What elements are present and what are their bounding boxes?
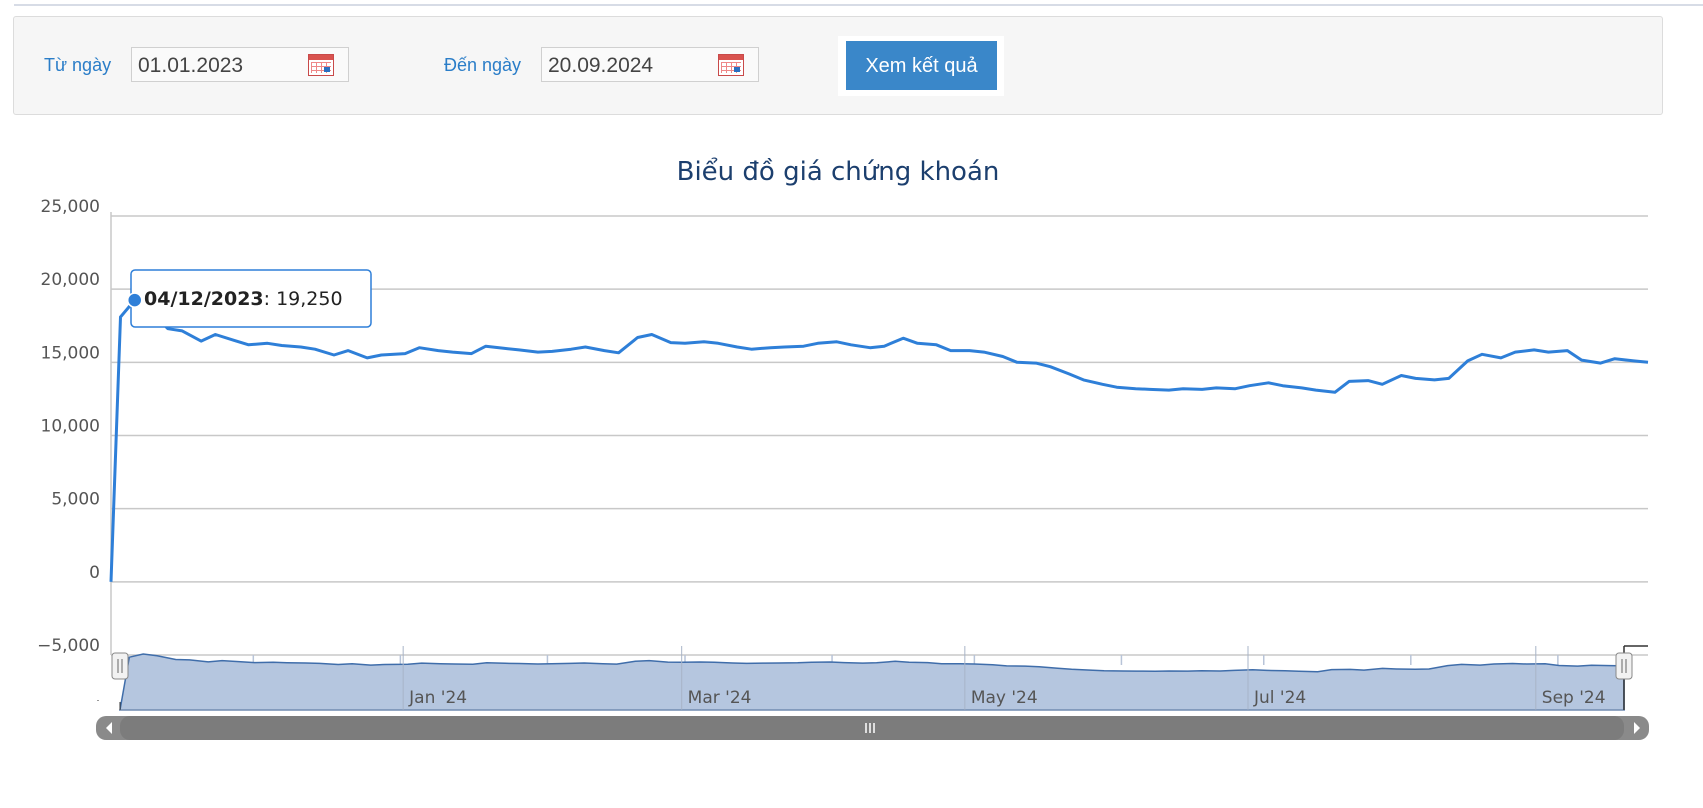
series-group [109,298,1649,582]
from-date-label: Từ ngày [44,55,112,75]
navigator-right-handle [1615,652,1633,680]
calendar-icon[interactable] [718,54,744,76]
navigator-left-handle [111,652,129,680]
price-line [109,298,1649,582]
navigator[interactable]: Jan '24 Mar '24 May '24 Jul '24 Sep '24 [96,645,1649,740]
y-tick-label: 10,000 [41,417,100,437]
scroll-left-icon [106,722,112,734]
hover-point [126,292,143,308]
navigator-series-area [119,653,1625,711]
from-date-value: 01.01.2023 [138,54,244,77]
y-axis: 25,000 20,000 15,000 10,000 5,000 0 −5,000 [37,197,112,656]
to-date-label: Đến ngày [444,55,522,75]
y-tick-label: 15,000 [41,343,100,363]
chart-title: Biểu đồ giá chứng khoán [677,156,1000,187]
navigator-label: Jul '24 [1253,688,1306,708]
y-tick-label: 0 [89,563,100,583]
y-tick-label: 20,000 [41,270,100,290]
navigator-left-outline [97,700,121,710]
scrollbar-thumb [120,716,1624,740]
top-divider [14,4,1703,6]
stock-price-chart: Biểu đồ giá chứng khoán 25,000 20,000 15,0… [37,156,1649,740]
y-tick-label: −5,000 [37,636,100,656]
from-date-input[interactable]: 01.01.2023 [131,47,349,82]
scroll-right-icon [1634,722,1640,734]
navigator-label: May '24 [971,688,1038,708]
tooltip: 04/12/2023: 19,250 [126,269,372,328]
to-date-input[interactable]: 20.09.2024 [541,47,759,82]
to-date-value: 20.09.2024 [548,54,654,77]
navigator-label: Sep '24 [1542,688,1606,708]
navigator-label: Mar '24 [688,688,752,708]
y-tick-label: 25,000 [41,197,100,217]
y-tick-label: 5,000 [51,490,100,510]
calendar-icon[interactable] [308,54,334,76]
tooltip-text: 04/12/2023: 19,250 [144,288,343,310]
navigator-label: Jan '24 [408,688,467,708]
view-results-button[interactable]: Xem kết quả [846,41,997,90]
